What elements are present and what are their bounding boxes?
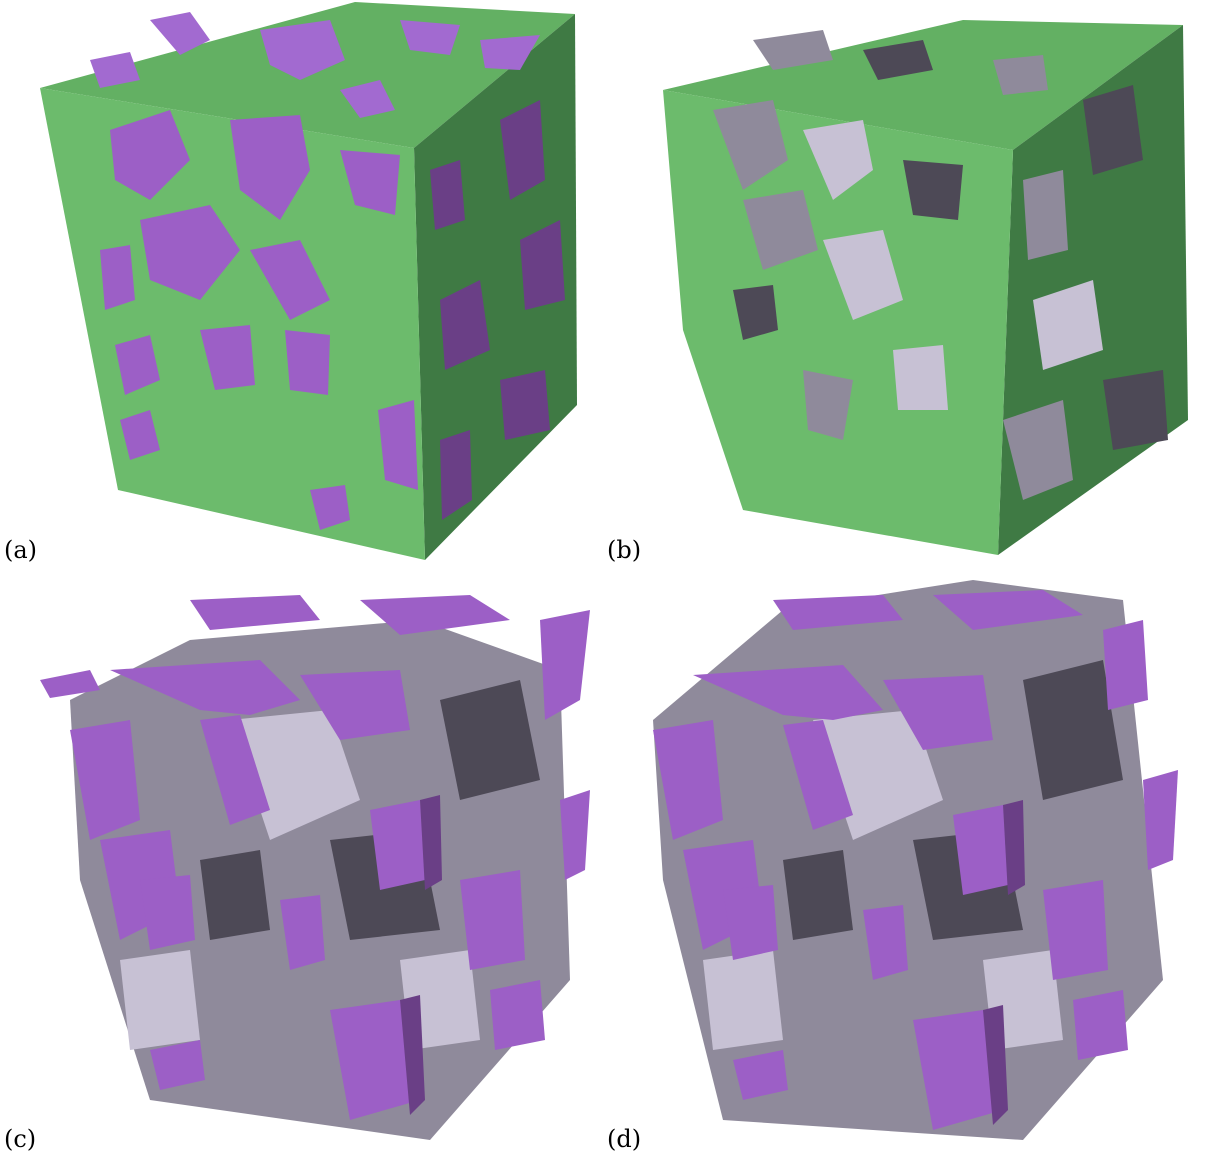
panel-a: [0, 0, 600, 580]
matrix-pores: [713, 30, 1168, 500]
grain-cut-side-faces: [983, 800, 1025, 1125]
panel-b: [603, 0, 1205, 580]
grain-cut-faces: [653, 590, 1178, 1130]
grain-cluster: [70, 620, 570, 1140]
grain-phase-render-d: [653, 580, 1178, 1140]
grain-phase-render-c: [40, 595, 590, 1140]
top-phase-patches: [90, 12, 540, 118]
cube-full-render: [40, 2, 577, 560]
panel-label-d: (d): [607, 1125, 642, 1153]
grain-cut-side-faces: [400, 795, 442, 1115]
panel-d: [603, 580, 1205, 1162]
panel-label-b: (b): [607, 536, 642, 564]
panel-label-a: (a): [4, 536, 38, 564]
grain-cut-faces: [40, 595, 590, 1120]
grain-cluster: [653, 580, 1163, 1140]
matrix-top-face: [663, 20, 1183, 150]
matrix-phase-render: [663, 20, 1188, 555]
panel-c: [0, 580, 600, 1162]
panel-label-c: (c): [4, 1125, 37, 1153]
side-phase-patches: [430, 100, 565, 520]
front-phase-patches: [100, 110, 418, 530]
